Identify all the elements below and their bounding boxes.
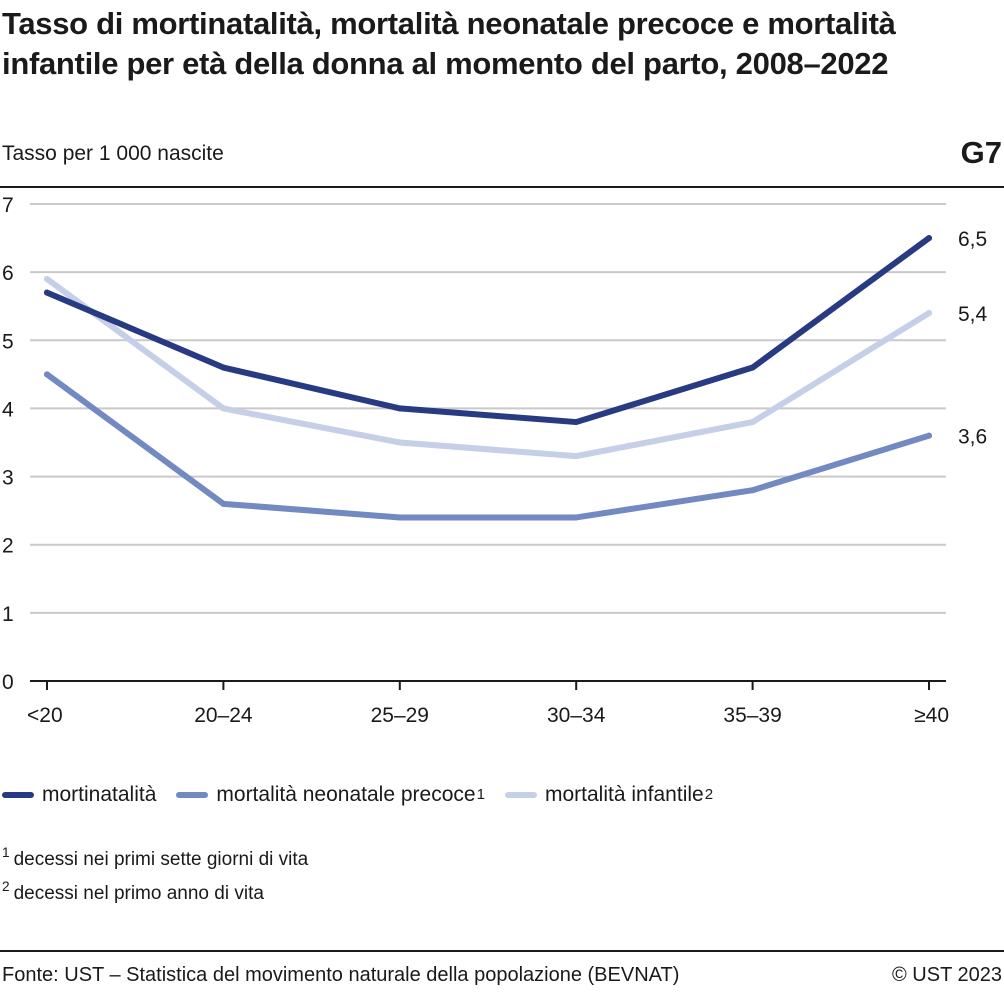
point-mortinatalita-5 <box>926 235 932 242</box>
legend-swatch-infantile <box>504 792 537 798</box>
chart-code: G7 <box>960 135 1002 170</box>
legend-swatch-mortinatalita <box>2 792 34 798</box>
point-neonatale-3 <box>573 514 580 521</box>
series-lines <box>44 235 932 521</box>
x-tick-label-2: 25–29 <box>371 704 429 727</box>
point-mortinatalita-0 <box>44 289 50 296</box>
point-mortinatalita-1 <box>220 364 227 371</box>
footnote-1: 1 decessi nei primi sette giorni di vita <box>2 845 309 872</box>
footnote-1-marker: 1 <box>2 845 10 861</box>
line-chart: 0 1 2 3 4 5 6 7 <20 20–24 25–29 30–34 35–39 ≥40 6,5 3… <box>2 194 988 727</box>
source-note: Fonte: UST – Statistica del movimento na… <box>2 964 680 986</box>
point-infantile-5 <box>926 310 932 317</box>
chart-title: Tasso di mortinatalità, mortalità neonat… <box>2 6 896 81</box>
point-neonatale-0 <box>44 371 50 378</box>
end-labels: 6,5 3,6 5,4 <box>958 228 988 449</box>
footnote-2-text: decessi nel primo anno di vita <box>13 883 264 904</box>
y-tick-label-4: 4 <box>2 398 14 421</box>
legend-label-infantile: mortalità infantile <box>544 783 704 806</box>
point-infantile-4 <box>749 419 756 426</box>
x-tick-label-1: 20–24 <box>194 704 253 727</box>
legend-label-mortinatalita: mortinatalità <box>42 783 157 806</box>
chart-subtitle: Tasso per 1 000 nascite <box>2 142 224 165</box>
footnote-1-text: decessi nei primi sette giorni di vita <box>13 849 309 870</box>
y-tick-label-3: 3 <box>2 467 14 490</box>
legend-item-mortinatalita: mortinatalità <box>2 783 156 807</box>
point-mortinatalita-3 <box>573 419 580 426</box>
y-tick-label-6: 6 <box>2 262 14 285</box>
point-infantile-2 <box>396 439 403 446</box>
footnote-2-marker: 2 <box>2 879 10 895</box>
point-infantile-3 <box>573 453 580 460</box>
y-axis: 0 1 2 3 4 5 6 7 <box>2 194 14 694</box>
legend-swatch-neonatale <box>176 792 209 798</box>
legend-item-infantile: mortalità infantile 2 <box>504 783 713 807</box>
top-rule <box>0 186 1004 188</box>
x-axis: <20 20–24 25–29 30–34 35–39 ≥40 <box>27 680 949 727</box>
point-neonatale-4 <box>749 487 756 494</box>
point-mortinatalita-2 <box>396 405 403 412</box>
bottom-rule <box>0 950 1004 952</box>
legend-label-neonatale: mortalità neonatale precoce <box>216 783 476 806</box>
x-tick-label-4: 35–39 <box>723 704 781 727</box>
point-neonatale-1 <box>220 500 227 507</box>
y-tick-label-2: 2 <box>2 535 14 558</box>
point-mortinatalita-4 <box>749 364 756 371</box>
copyright: © UST 2023 <box>892 964 1002 986</box>
series-line-infantile <box>44 275 932 460</box>
end-label-infantile: 5,4 <box>958 303 988 326</box>
x-tick-label-5: ≥40 <box>914 704 949 727</box>
series-line-mortinatalita <box>44 235 932 426</box>
point-neonatale-2 <box>396 514 403 521</box>
y-tick-label-0: 0 <box>2 671 14 694</box>
legend: mortinatalità mortalità neonatale precoc… <box>2 780 733 810</box>
series-line-neonatale <box>44 371 932 521</box>
point-infantile-0 <box>44 275 50 282</box>
end-label-neonatale: 3,6 <box>958 426 987 449</box>
y-tick-label-5: 5 <box>2 330 14 353</box>
x-tick-label-3: 30–34 <box>547 704 606 727</box>
y-tick-label-1: 1 <box>2 603 14 626</box>
end-label-mortinatalita: 6,5 <box>958 228 987 251</box>
grid-lines <box>30 203 946 614</box>
y-tick-label-7: 7 <box>2 194 14 217</box>
point-neonatale-5 <box>926 432 932 439</box>
x-tick-label-0: <20 <box>27 704 63 727</box>
footnote-2: 2 decessi nel primo anno di vita <box>2 879 264 906</box>
point-infantile-1 <box>220 405 227 412</box>
legend-item-neonatale: mortalità neonatale precoce 1 <box>176 783 485 807</box>
